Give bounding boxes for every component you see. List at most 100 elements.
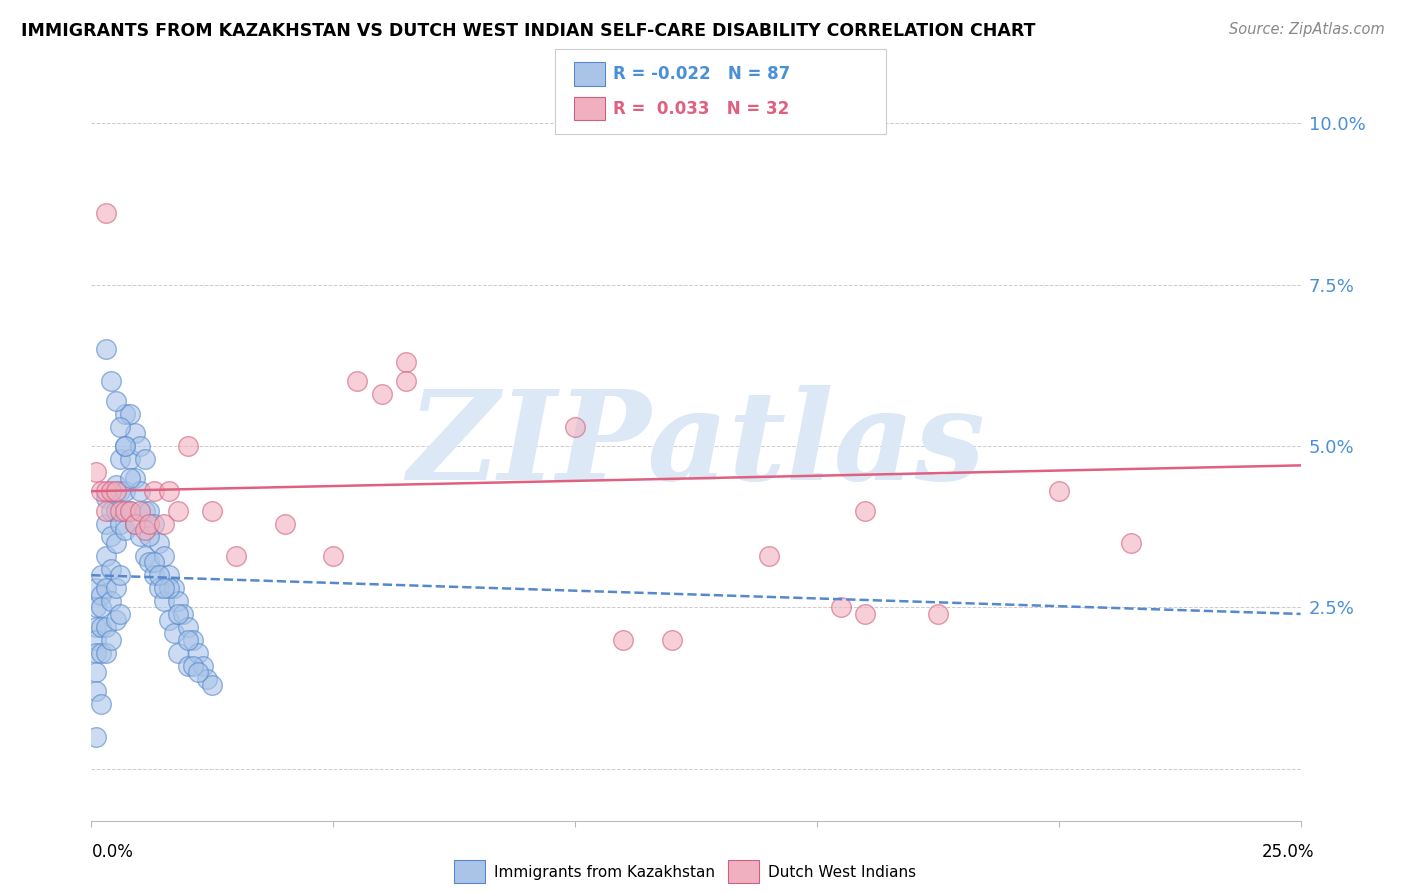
Point bbox=[114, 523, 136, 537]
Point bbox=[148, 568, 170, 582]
Point bbox=[94, 342, 117, 356]
Point bbox=[177, 439, 200, 453]
Point bbox=[128, 503, 150, 517]
Point bbox=[84, 684, 107, 698]
Point bbox=[138, 529, 160, 543]
Point bbox=[104, 536, 127, 550]
Point bbox=[201, 503, 224, 517]
Point bbox=[167, 594, 190, 608]
Point bbox=[94, 206, 117, 220]
Point bbox=[148, 536, 170, 550]
Point bbox=[153, 594, 176, 608]
Point bbox=[370, 387, 392, 401]
Point bbox=[104, 614, 127, 628]
Point bbox=[167, 503, 190, 517]
Point bbox=[153, 516, 176, 531]
Point bbox=[395, 355, 418, 369]
Point bbox=[100, 375, 122, 389]
Point bbox=[90, 698, 112, 712]
Point bbox=[114, 503, 136, 517]
Text: R = -0.022   N = 87: R = -0.022 N = 87 bbox=[613, 65, 790, 83]
Point bbox=[143, 555, 166, 569]
Point bbox=[134, 549, 156, 563]
Point bbox=[84, 646, 107, 660]
Point bbox=[100, 632, 122, 647]
Point bbox=[661, 632, 683, 647]
Point bbox=[153, 581, 176, 595]
Point bbox=[225, 549, 247, 563]
Point bbox=[90, 646, 112, 660]
Point bbox=[124, 426, 146, 441]
Point bbox=[120, 407, 142, 421]
Text: Immigrants from Kazakhstan: Immigrants from Kazakhstan bbox=[494, 865, 714, 880]
Point bbox=[128, 484, 150, 499]
Point bbox=[104, 503, 127, 517]
Point bbox=[104, 393, 127, 408]
Point bbox=[128, 529, 150, 543]
Point bbox=[84, 730, 107, 744]
Point bbox=[138, 516, 160, 531]
Point bbox=[395, 375, 418, 389]
Point bbox=[853, 503, 876, 517]
Point bbox=[100, 562, 122, 576]
Point bbox=[153, 549, 176, 563]
Point bbox=[94, 620, 117, 634]
Point bbox=[110, 607, 132, 621]
Point bbox=[134, 523, 156, 537]
Point bbox=[143, 484, 166, 499]
Point bbox=[104, 581, 127, 595]
Point bbox=[84, 665, 107, 679]
Point bbox=[84, 600, 107, 615]
Point bbox=[114, 484, 136, 499]
Point bbox=[84, 581, 107, 595]
Point bbox=[162, 626, 184, 640]
Point bbox=[110, 419, 132, 434]
Point bbox=[346, 375, 368, 389]
Point bbox=[143, 516, 166, 531]
Point bbox=[167, 646, 190, 660]
Text: R =  0.033   N = 32: R = 0.033 N = 32 bbox=[613, 100, 789, 118]
Point bbox=[124, 516, 146, 531]
Point bbox=[197, 672, 219, 686]
Point bbox=[94, 581, 117, 595]
Point bbox=[84, 620, 107, 634]
Point bbox=[274, 516, 297, 531]
Point bbox=[177, 658, 200, 673]
Point bbox=[830, 600, 852, 615]
Point bbox=[172, 607, 194, 621]
Text: 0.0%: 0.0% bbox=[91, 843, 134, 861]
Point bbox=[322, 549, 344, 563]
Point bbox=[110, 451, 132, 466]
Point bbox=[157, 484, 180, 499]
Point bbox=[100, 484, 122, 499]
Point bbox=[177, 632, 200, 647]
Point bbox=[120, 471, 142, 485]
Point bbox=[128, 439, 150, 453]
Point bbox=[114, 439, 136, 453]
Point bbox=[1047, 484, 1070, 499]
Point bbox=[90, 568, 112, 582]
Point bbox=[187, 646, 209, 660]
Point bbox=[90, 620, 112, 634]
Point bbox=[100, 529, 122, 543]
Point bbox=[134, 451, 156, 466]
Point bbox=[120, 503, 142, 517]
Point bbox=[157, 581, 180, 595]
Point bbox=[90, 484, 112, 499]
Point bbox=[110, 484, 132, 499]
Text: Source: ZipAtlas.com: Source: ZipAtlas.com bbox=[1229, 22, 1385, 37]
Point bbox=[191, 658, 214, 673]
Point bbox=[104, 477, 127, 491]
Point bbox=[167, 607, 190, 621]
Point bbox=[181, 632, 204, 647]
Point bbox=[120, 451, 142, 466]
Point bbox=[187, 665, 209, 679]
Point bbox=[157, 568, 180, 582]
Point bbox=[94, 549, 117, 563]
Point bbox=[157, 614, 180, 628]
Point bbox=[853, 607, 876, 621]
Text: IMMIGRANTS FROM KAZAKHSTAN VS DUTCH WEST INDIAN SELF-CARE DISABILITY CORRELATION: IMMIGRANTS FROM KAZAKHSTAN VS DUTCH WEST… bbox=[21, 22, 1036, 40]
Point bbox=[758, 549, 780, 563]
Point bbox=[90, 600, 112, 615]
Point bbox=[120, 503, 142, 517]
